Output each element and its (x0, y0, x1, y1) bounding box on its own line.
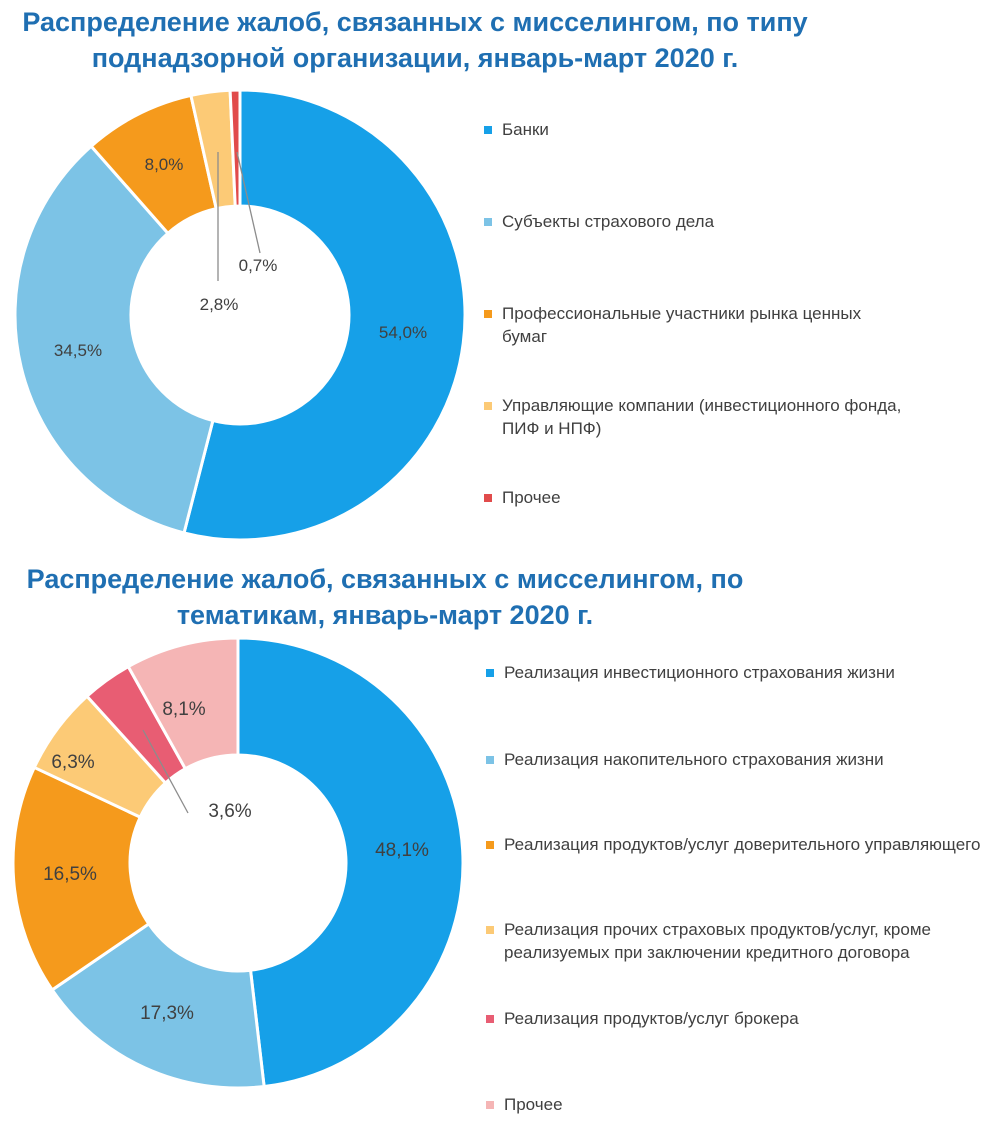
org-legend-item-3: Управляющие компании (инвестиционного фо… (484, 394, 904, 440)
org-slice-4 (228, 88, 242, 208)
topic-legend-item-2: Реализация продуктов/услуг доверительног… (486, 833, 980, 856)
topic-legend-label-3: Реализация прочих страховых продуктов/ус… (504, 920, 931, 962)
topic-legend-swatch-5 (486, 1101, 494, 1109)
topic-legend-label-2: Реализация продуктов/услуг доверительног… (504, 835, 981, 854)
topic-leader-line-4 (142, 729, 189, 814)
topic-legend-label-5: Прочее (504, 1095, 563, 1114)
org-legend-swatch-1 (484, 218, 492, 226)
topic-data-label-5: 8,1% (162, 699, 205, 720)
topic-data-label-3: 6,3% (51, 752, 94, 773)
org-legend-label-3: Управляющие компании (инвестиционного фо… (502, 396, 902, 438)
topic-data-label-2: 16,5% (43, 864, 97, 885)
org-legend-label-0: Банки (502, 120, 549, 139)
org-data-label-4: 0,7% (239, 256, 278, 275)
topic-legend-item-0: Реализация инвестиционного страхования ж… (486, 661, 895, 684)
topic-data-label-1: 17,3% (140, 1003, 194, 1024)
topic-legend-label-1: Реализация накопительного страхования жи… (504, 750, 884, 769)
topic-legend-item-1: Реализация накопительного страхования жи… (486, 748, 884, 771)
topic-data-label-4: 3,6% (208, 801, 251, 822)
org-data-label-1: 34,5% (54, 341, 102, 360)
topic-legend-item-5: Прочее (486, 1093, 563, 1116)
org-legend-swatch-4 (484, 494, 492, 502)
org-slice-1 (13, 144, 215, 535)
topic-legend-swatch-3 (486, 926, 494, 934)
chart-title-topics: Распределение жалоб, связанных с миссели… (26, 564, 744, 630)
topic-legend-swatch-4 (486, 1015, 494, 1023)
topic-legend-swatch-2 (486, 841, 494, 849)
topic-legend-swatch-0 (486, 669, 494, 677)
org-legend-swatch-2 (484, 310, 492, 318)
topic-slice-1 (50, 921, 266, 1090)
topic-legend-item-3: Реализация прочих страховых продуктов/ус… (486, 918, 996, 964)
org-legend-item-1: Субъекты страхового дела (484, 210, 714, 233)
org-legend-item-2: Профессиональные участники рынка ценных … (484, 302, 904, 348)
topic-slice-2 (11, 765, 151, 992)
topic-legend-swatch-1 (486, 756, 494, 764)
topic-data-label-0: 48,1% (375, 840, 429, 861)
topic-slice-0 (236, 636, 465, 1089)
org-legend-swatch-0 (484, 126, 492, 134)
donut-chart-organization: 54,0% 34,5% 8,0% 2,8% 0,7% (13, 88, 467, 542)
org-data-label-0: 54,0% (379, 323, 427, 342)
org-legend-label-4: Прочее (502, 488, 561, 507)
org-data-label-3: 2,8% (200, 295, 239, 314)
org-legend-label-2: Профессиональные участники рынка ценных … (502, 304, 862, 346)
org-leader-line-4 (236, 151, 261, 254)
donut-chart-topics: 48,1% 17,3% 16,5% 6,3% 3,6% 8,1% (11, 636, 465, 1090)
topic-slice-5 (126, 636, 240, 771)
org-legend-label-1: Субъекты страхового дела (502, 212, 715, 231)
org-legend-swatch-3 (484, 402, 492, 410)
chart-title-organization: Распределение жалоб, связанных с миссели… (22, 7, 808, 73)
org-data-label-2: 8,0% (145, 155, 184, 174)
topic-legend-label-0: Реализация инвестиционного страхования ж… (504, 663, 895, 682)
org-legend-item-0: Банки (484, 118, 549, 141)
org-slice-0 (182, 88, 467, 542)
topic-legend-item-4: Реализация продуктов/услуг брокера (486, 1007, 799, 1030)
org-legend-item-4: Прочее (484, 486, 561, 509)
topic-legend-label-4: Реализация продуктов/услуг брокера (504, 1009, 799, 1028)
